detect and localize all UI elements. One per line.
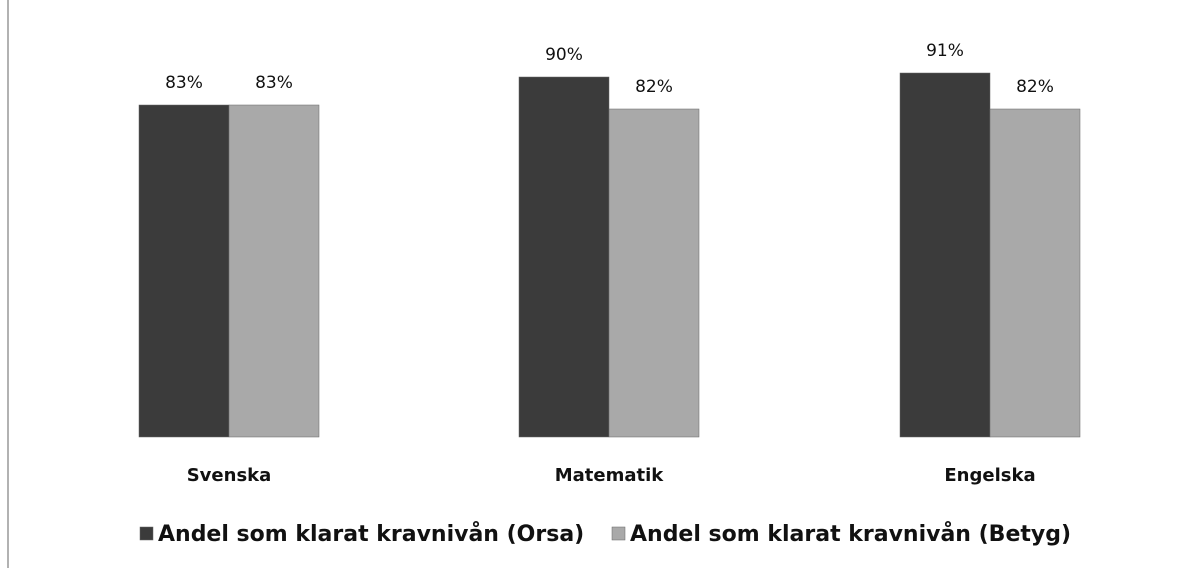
bar [228,104,320,438]
bar [989,108,1081,438]
legend-label: Andel som klarat kravnivån (Orsa) [158,521,584,547]
value-label: 82% [635,77,673,97]
x-tick-label: Svenska [187,465,272,486]
bar [608,108,700,438]
x-tick-label: Matematik [555,465,665,486]
bar [899,72,991,438]
bar [138,104,230,438]
value-label: 82% [1016,77,1054,97]
legend-swatch [139,526,154,541]
value-label: 83% [255,73,293,93]
legend-swatch [611,526,626,541]
bar [518,76,610,438]
value-label: 91% [926,41,964,61]
x-tick-label: Engelska [944,465,1035,486]
value-label: 90% [545,45,583,65]
value-label: 83% [165,73,203,93]
legend-label: Andel som klarat kravnivån (Betyg) [630,521,1071,547]
